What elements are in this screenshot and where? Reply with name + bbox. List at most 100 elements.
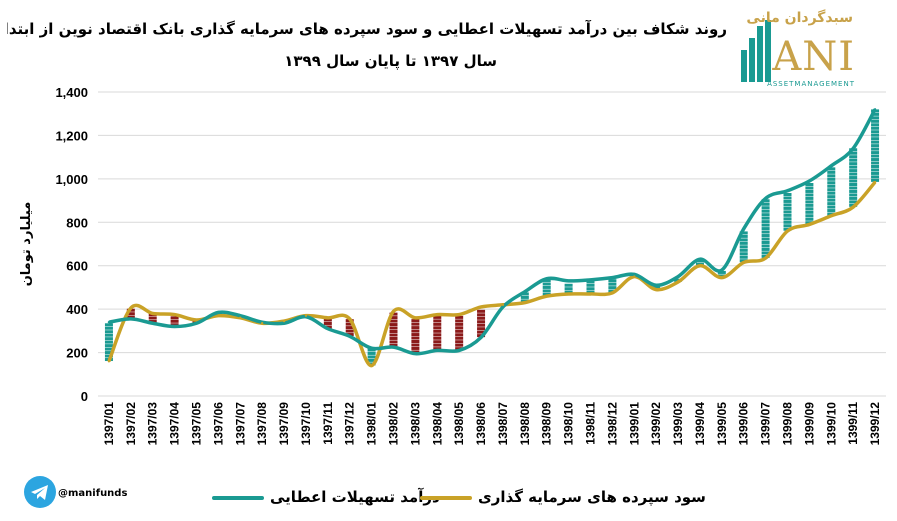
point-deposit [370,364,373,367]
point-deposit [326,316,330,320]
x-tick-label: 1399/01 [627,402,641,446]
point-income [479,336,483,339]
point-deposit [173,313,176,316]
x-tick-label: 1399/10 [824,402,838,446]
point-deposit [873,180,877,184]
x-tick-label: 1399/07 [759,402,773,446]
y-tick-label: 800 [66,215,88,230]
mani-logo: سبدگردان مانی ANI ASSETMANAGEMENT [739,8,857,88]
x-tick-label: 1398/03 [408,402,422,446]
point-income [786,189,789,192]
point-income [151,322,154,325]
series-line-income [108,108,877,356]
y-tick-label: 400 [66,302,88,317]
point-deposit [676,280,680,284]
x-tick-label: 1397/05 [190,402,204,446]
point-income [676,275,680,278]
chart-title-line1: روند شکاف بین درآمد تسهیلات اعطایی و سود… [7,20,727,38]
y-tick-label: 1,200 [55,128,88,143]
x-tick-label: 1397/10 [299,402,313,446]
x-tick-label: 1398/04 [430,402,444,446]
point-income [239,314,242,317]
point-deposit [742,261,745,264]
point-income [633,273,636,276]
point-deposit [457,313,461,316]
x-tick-label: 1397/04 [168,402,182,446]
point-income [808,179,811,183]
point-income [501,305,505,309]
point-deposit [720,276,724,279]
point-income [348,335,351,338]
point-income [129,317,133,321]
point-deposit [698,264,702,267]
y-axis-label: میلیارد تومان [19,202,34,287]
point-deposit [786,229,789,233]
legend-swatch-deposit [420,496,472,500]
y-tick-label: 600 [66,259,88,274]
x-tick-label: 1399/02 [649,402,663,446]
point-deposit [501,303,505,306]
point-deposit [151,312,154,315]
series-line-deposit [107,180,877,368]
point-income [217,311,220,314]
point-income [173,325,176,328]
point-deposit [260,322,264,325]
point-income [830,164,833,168]
chart-title-line2: سال ۱۳۹۷ تا پایان سال ۱۳۹۹ [284,52,497,70]
logo-bars-icon [741,20,771,82]
x-tick-label: 1397/08 [255,402,269,446]
point-deposit [808,223,811,226]
point-income [654,284,658,287]
x-tick-label: 1397/09 [277,402,291,446]
x-tick-label: 1397/07 [233,402,247,446]
point-income [567,279,570,283]
x-tick-label: 1398/12 [605,402,619,446]
point-deposit [239,316,242,320]
y-tick-label: 1,400 [55,85,88,100]
point-deposit [567,292,570,296]
x-tick-label: 1397/06 [211,402,225,446]
point-deposit [414,316,417,320]
point-income [764,197,767,200]
point-income [436,349,439,352]
point-deposit [436,313,439,316]
point-income [611,276,614,279]
x-tick-label: 1397/12 [343,402,357,446]
x-tick-label: 1398/09 [540,402,554,446]
point-deposit [611,291,614,295]
x-tick-label: 1399/08 [781,402,795,446]
x-tick-label: 1398/05 [452,402,466,446]
point-deposit [764,256,767,260]
point-income [414,352,417,355]
x-tick-label: 1398/10 [562,402,576,446]
x-tick-label: 1399/09 [802,402,816,446]
point-income [720,268,724,272]
x-tick-label: 1399/11 [846,402,860,445]
y-tick-label: 200 [66,346,88,361]
point-income [742,227,745,230]
x-tick-label: 1398/08 [518,402,532,446]
point-deposit [217,314,220,317]
point-deposit [545,294,548,298]
x-tick-label: 1399/06 [737,402,751,446]
point-income [282,322,286,325]
x-tick-label: 1398/07 [496,402,510,446]
x-tick-label: 1398/11 [584,402,598,445]
telegram-handle[interactable]: @manifunds [58,488,128,499]
point-deposit [107,360,111,363]
point-income [370,347,373,350]
point-deposit [195,318,198,322]
point-deposit [304,314,308,317]
legend-label-income: درآمد تسهیلات اعطایی [270,488,440,506]
telegram-icon[interactable] [24,476,56,508]
x-tick-label: 1397/03 [146,402,160,446]
x-tick-label: 1398/02 [387,402,401,446]
x-tick-label: 1399/04 [693,402,707,446]
x-tick-label: 1397/02 [124,402,138,446]
point-deposit [129,306,133,310]
point-income [392,345,395,349]
point-income [545,277,548,280]
point-deposit [830,214,833,217]
legend-swatch-income [212,496,264,500]
point-deposit [282,319,286,323]
